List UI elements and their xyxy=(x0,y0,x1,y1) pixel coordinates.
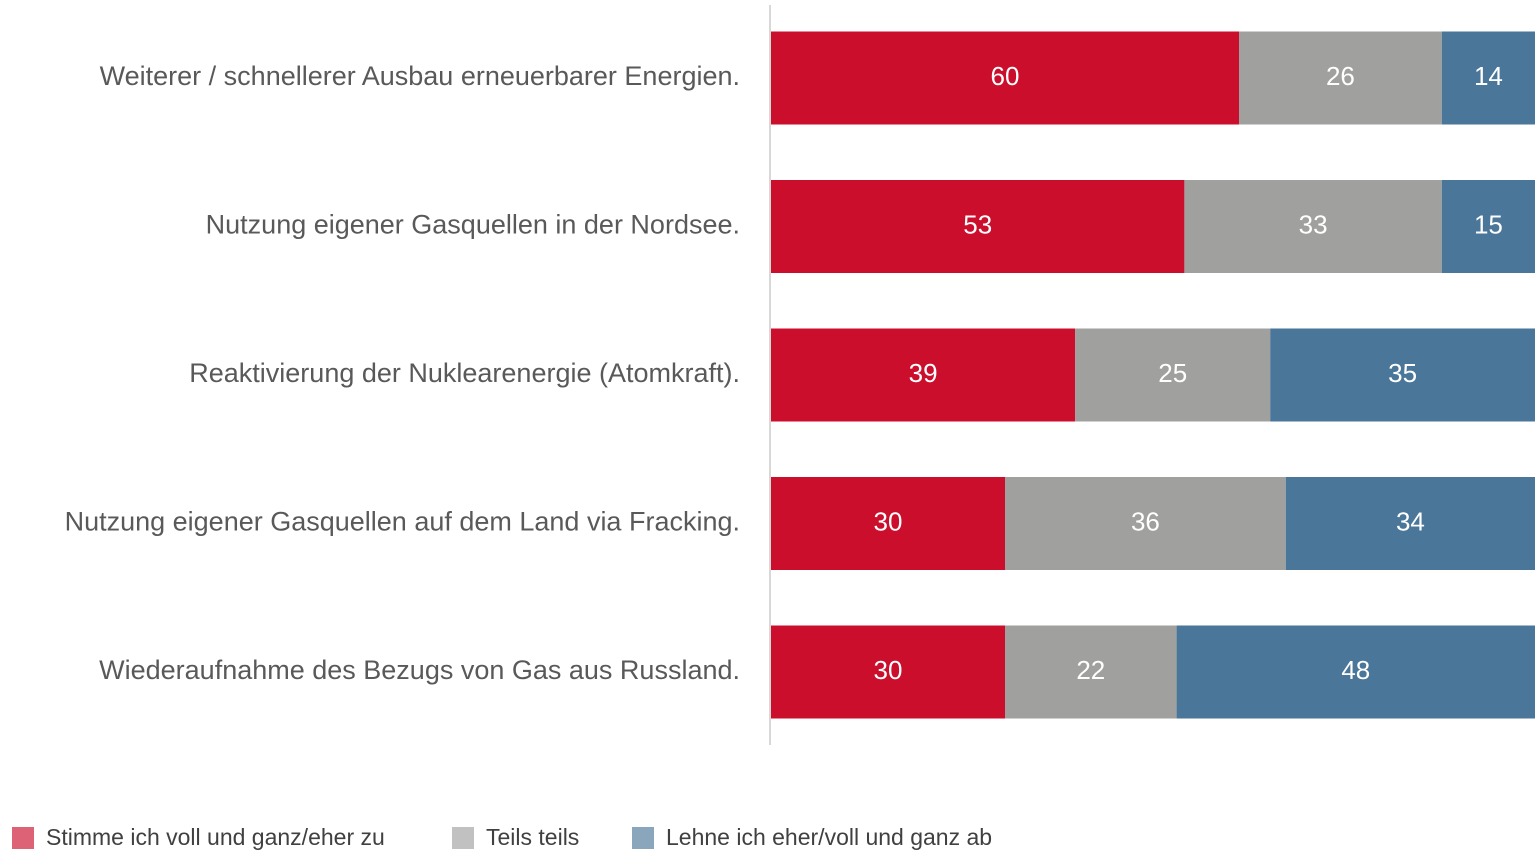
bar-segment xyxy=(1239,31,1442,125)
bar-segment xyxy=(1270,328,1535,422)
category-label: Nutzung eigener Gasquellen auf dem Land … xyxy=(65,507,740,537)
bar-segment xyxy=(771,328,1076,422)
bar-segment xyxy=(771,180,1185,273)
value-label: 36 xyxy=(1131,506,1160,536)
value-label: 26 xyxy=(1326,61,1355,91)
bar-segment xyxy=(771,31,1239,125)
bar-segment xyxy=(1005,625,1177,719)
bar-segment xyxy=(771,625,1005,719)
value-label: 53 xyxy=(963,209,992,239)
value-label: 15 xyxy=(1474,209,1503,239)
value-label: 33 xyxy=(1299,209,1328,239)
bar-segment xyxy=(1285,477,1535,570)
value-label: 22 xyxy=(1076,655,1105,685)
bar-segment xyxy=(1441,31,1535,125)
value-label: 25 xyxy=(1158,358,1187,388)
value-label: 30 xyxy=(874,506,903,536)
legend-label: Teils teils xyxy=(486,824,579,850)
bar-segment xyxy=(1005,477,1286,570)
bar-segment xyxy=(1441,180,1535,273)
category-label: Nutzung eigener Gasquellen in der Nordse… xyxy=(206,210,740,240)
bar-segment xyxy=(771,477,1005,570)
value-label: 14 xyxy=(1474,61,1503,91)
bar-segment xyxy=(1184,180,1442,273)
value-label: 39 xyxy=(909,358,938,388)
category-label: Reaktivierung der Nuklearenergie (Atomkr… xyxy=(189,358,740,388)
value-label: 30 xyxy=(874,655,903,685)
category-label: Weiterer / schnellerer Ausbau erneuerbar… xyxy=(100,61,740,91)
legend-swatch xyxy=(452,827,474,849)
legend-label: Stimme ich voll und ganz/eher zu xyxy=(46,824,385,850)
value-label: 35 xyxy=(1388,358,1417,388)
value-label: 34 xyxy=(1396,506,1425,536)
bar-segment xyxy=(1075,328,1271,422)
value-label: 60 xyxy=(991,61,1020,91)
legend-swatch xyxy=(632,827,654,849)
value-label: 48 xyxy=(1341,655,1370,685)
category-label: Wiederaufnahme des Bezugs von Gas aus Ru… xyxy=(99,655,740,685)
legend-swatch xyxy=(12,827,34,849)
bar-segment xyxy=(1176,625,1535,719)
legend-label: Lehne ich eher/voll und ganz ab xyxy=(666,824,992,850)
